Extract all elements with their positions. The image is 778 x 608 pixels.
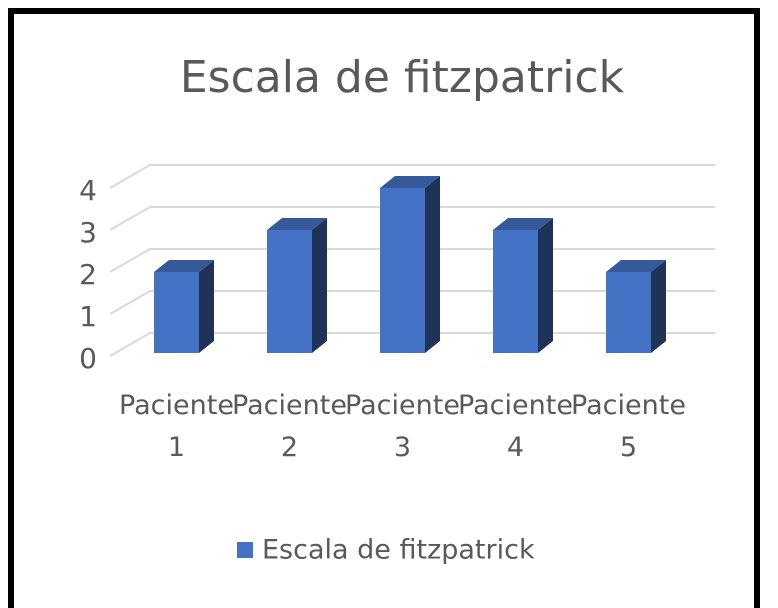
- x-tick-label: Paciente 5: [571, 390, 686, 463]
- bar-face: [267, 218, 327, 230]
- x-tick-label: Paciente 2: [232, 390, 347, 463]
- chart-frame: [8, 8, 760, 608]
- grid-line: [109, 164, 715, 189]
- x-tick-label: Paciente 3: [345, 390, 460, 463]
- x-tick-label: Paciente 4: [458, 390, 573, 463]
- bar-face: [380, 176, 440, 188]
- bar: [606, 260, 666, 353]
- legend-label: Escala de fitzpatrick: [262, 535, 535, 566]
- bar-face: [267, 230, 312, 353]
- bar-face: [493, 218, 553, 230]
- bar-face: [154, 260, 214, 272]
- bar-face: [493, 230, 538, 353]
- chart: Escala de fitzpatrick 0 1 2 3 4 Escala de fit…: [79, 52, 715, 566]
- chart-title: Escala de fitzpatrick: [180, 52, 625, 103]
- bar-face: [199, 260, 214, 353]
- bar-face: [606, 260, 666, 272]
- bar-face: [154, 272, 199, 353]
- legend-swatch: [237, 542, 253, 558]
- y-tick-label: 2: [79, 258, 97, 291]
- y-tick-label: 3: [79, 216, 97, 249]
- bar: [267, 218, 327, 353]
- y-tick-label: 1: [79, 300, 97, 333]
- bar-face: [538, 218, 553, 353]
- bar-face: [425, 176, 440, 353]
- x-tick-label: Paciente 1: [119, 390, 234, 463]
- bar: [154, 260, 214, 353]
- bar-face: [606, 272, 651, 353]
- bar-face: [312, 218, 327, 353]
- bar-face: [651, 260, 666, 353]
- bar-face: [380, 188, 425, 353]
- grid-line: [109, 206, 715, 231]
- page: {"chart_data": {"type": "bar3d", "title"…: [8, 8, 760, 608]
- bar: [380, 176, 440, 353]
- bar: [493, 218, 553, 353]
- y-tick-label: 0: [79, 342, 97, 375]
- y-tick-label: 4: [79, 174, 97, 207]
